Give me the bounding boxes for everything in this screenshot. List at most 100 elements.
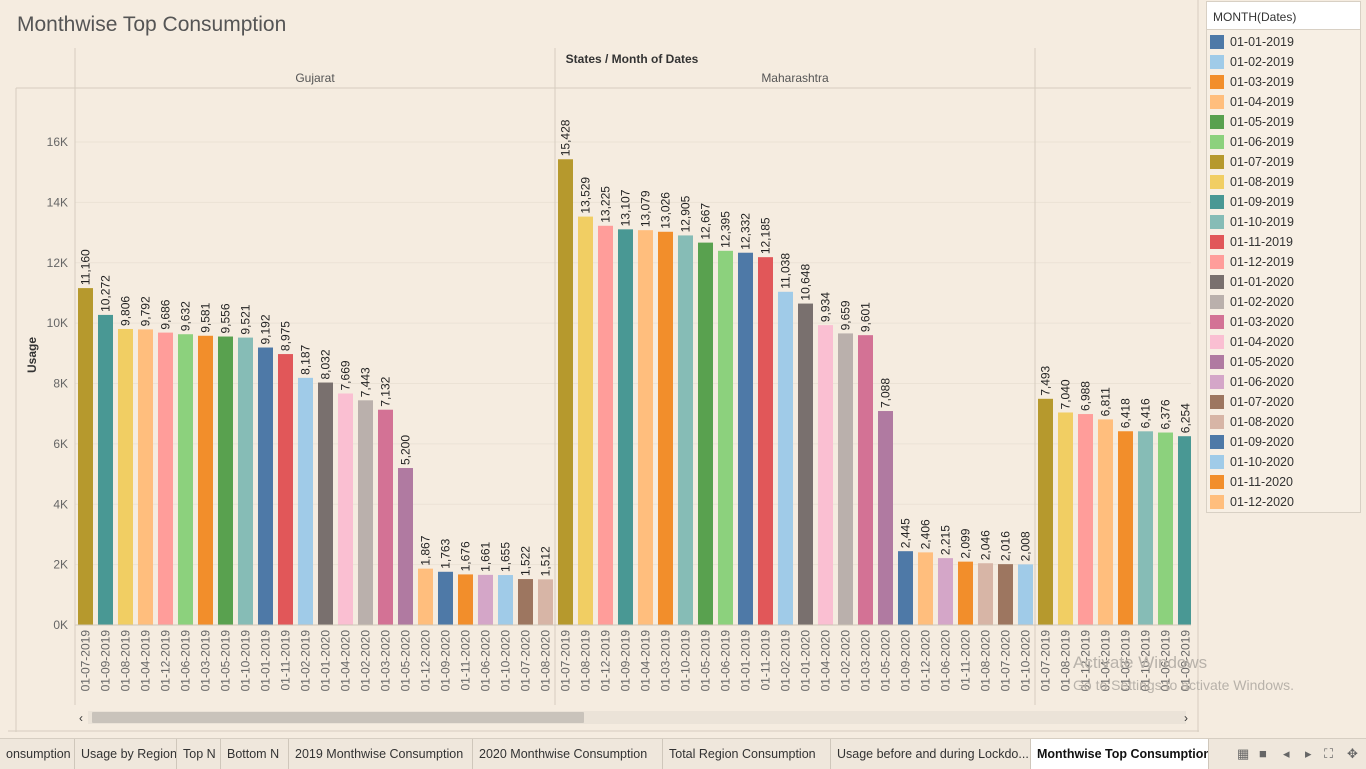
h-scrollbar-thumb[interactable] xyxy=(92,712,584,723)
sheet-tab[interactable]: onsumption xyxy=(0,739,75,769)
bar-value-label: 11,038 xyxy=(779,253,793,289)
bar-value-label: 1,655 xyxy=(499,542,513,572)
x-tick-label: 01-03-2019 xyxy=(659,630,673,692)
sheet-tab[interactable]: 2020 Monthwise Consumption xyxy=(473,739,663,769)
legend-label: 01-02-2019 xyxy=(1230,55,1294,69)
y-axis-title: Usage xyxy=(25,337,39,373)
legend-item[interactable]: 01-04-2019 xyxy=(1210,92,1294,112)
legend-item[interactable]: 01-04-2020 xyxy=(1210,332,1294,352)
legend-item[interactable]: 01-03-2019 xyxy=(1210,72,1294,92)
next-sheet-icon[interactable]: ▸ xyxy=(1305,746,1312,761)
x-tick-label: 01-01-2019 xyxy=(259,630,273,692)
legend-item[interactable]: 01-08-2019 xyxy=(1210,172,1294,192)
bar xyxy=(1078,414,1093,625)
x-tick-label: 01-10-2019 xyxy=(679,630,693,692)
bar-value-label: 9,659 xyxy=(839,300,853,330)
legend-label: 01-04-2019 xyxy=(1230,95,1294,109)
x-tick-label: 01-10-2020 xyxy=(1019,630,1033,692)
bar-value-label: 2,008 xyxy=(1019,531,1033,561)
sheet-tab[interactable]: Bottom N xyxy=(221,739,289,769)
legend-item[interactable]: 01-02-2019 xyxy=(1210,52,1294,72)
scroll-left-icon[interactable]: ‹ xyxy=(79,711,83,725)
legend-item[interactable]: 01-10-2019 xyxy=(1210,212,1294,232)
legend-item[interactable]: 01-11-2019 xyxy=(1210,232,1293,252)
bar-value-label: 12,667 xyxy=(699,203,713,240)
legend-swatch xyxy=(1210,295,1224,309)
bar-value-label: 2,445 xyxy=(899,518,913,548)
legend-item[interactable]: 01-08-2020 xyxy=(1210,412,1294,432)
panel-header-gujarat: Gujarat xyxy=(295,71,335,85)
legend[interactable]: MONTH(Dates) 01-01-2019 01-02-2019 01-03-2… xyxy=(1206,1,1361,513)
bar xyxy=(938,558,953,625)
bar-value-label: 1,763 xyxy=(439,538,453,568)
bar xyxy=(318,382,333,625)
bar xyxy=(538,579,553,625)
legend-item[interactable]: 01-05-2019 xyxy=(1210,112,1294,132)
x-tick-label: 01-12-2020 xyxy=(419,630,433,692)
x-tick-label: 01-02-2020 xyxy=(359,630,373,692)
legend-label: 01-12-2019 xyxy=(1230,255,1294,269)
legend-item[interactable]: 01-10-2020 xyxy=(1210,452,1294,472)
sheet-tab[interactable]: Top N xyxy=(177,739,221,769)
sheet-tab[interactable]: Usage before and during Lockdo... xyxy=(831,739,1031,769)
legend-item[interactable]: 01-02-2020 xyxy=(1210,292,1294,312)
legend-label: 01-07-2019 xyxy=(1230,155,1294,169)
bar xyxy=(498,575,513,625)
legend-item[interactable]: 01-07-2020 xyxy=(1210,392,1294,412)
sheet-tab[interactable]: 2019 Monthwise Consumption xyxy=(289,739,473,769)
fullscreen-icon[interactable]: ⛶ xyxy=(1324,746,1334,761)
scroll-right-icon[interactable]: › xyxy=(1184,711,1188,725)
x-tick-label: 01-06-2019 xyxy=(719,630,733,692)
bar-value-label: 12,332 xyxy=(739,213,753,250)
legend-item[interactable]: 01-06-2019 xyxy=(1210,132,1294,152)
y-tick-label: 14K xyxy=(47,195,68,209)
bar xyxy=(778,291,793,625)
x-tick-label: 01-02-2020 xyxy=(839,630,853,692)
legend-item[interactable]: 01-06-2020 xyxy=(1210,372,1294,392)
x-tick-label: 01-08-2020 xyxy=(979,630,993,692)
legend-label: 01-11-2020 xyxy=(1230,475,1294,489)
sheet-tab[interactable]: Total Region Consumption xyxy=(663,739,831,769)
sheet-tab[interactable]: Monthwise Top Consumption xyxy=(1031,739,1209,769)
legend-swatch xyxy=(1210,435,1224,449)
bar xyxy=(138,329,153,625)
first-sheet-icon[interactable]: ◂ xyxy=(1283,746,1290,761)
bar-value-label: 9,792 xyxy=(139,296,153,326)
legend-item[interactable]: 01-12-2020 xyxy=(1210,492,1294,512)
bar-value-label: 13,107 xyxy=(619,189,633,226)
bar xyxy=(858,335,873,625)
bar xyxy=(578,216,593,625)
bar xyxy=(958,561,973,625)
x-tick-label: 01-06-2020 xyxy=(939,630,953,692)
bar xyxy=(78,288,93,625)
fit-icon[interactable]: ✥ xyxy=(1347,746,1358,761)
film-strip-icon[interactable]: ▦ xyxy=(1237,746,1250,761)
legend-label: 01-10-2019 xyxy=(1230,215,1294,229)
legend-item[interactable]: 01-07-2019 xyxy=(1210,152,1294,172)
bar-value-label: 2,406 xyxy=(919,519,933,549)
legend-item[interactable]: 01-09-2020 xyxy=(1210,432,1294,452)
legend-swatch xyxy=(1210,175,1224,189)
legend-item[interactable]: 01-03-2020 xyxy=(1210,312,1294,332)
sheet-view-icon[interactable]: ■ xyxy=(1259,746,1267,761)
bar-value-label: 9,632 xyxy=(179,301,193,331)
legend-label: 01-10-2020 xyxy=(1230,455,1294,469)
legend-swatch xyxy=(1210,35,1224,49)
bar-value-label: 10,272 xyxy=(99,275,113,312)
legend-item[interactable]: 01-09-2019 xyxy=(1210,192,1294,212)
x-tick-label: 01-11-2019 xyxy=(279,630,293,691)
legend-label: 01-06-2019 xyxy=(1230,135,1294,149)
legend-label: 01-08-2020 xyxy=(1230,415,1294,429)
x-tick-label: 01-12-2019 xyxy=(159,630,173,692)
legend-item[interactable]: 01-11-2020 xyxy=(1210,472,1293,492)
legend-item[interactable]: 01-01-2019 xyxy=(1210,32,1294,52)
legend-item[interactable]: 01-12-2019 xyxy=(1210,252,1294,272)
legend-item[interactable]: 01-05-2020 xyxy=(1210,352,1294,372)
legend-item[interactable]: 01-01-2020 xyxy=(1210,272,1294,292)
sheet-tab[interactable]: Usage by Region xyxy=(75,739,177,769)
bar-value-label: 11,160 xyxy=(79,249,93,285)
bar xyxy=(1118,431,1133,625)
bar xyxy=(1158,432,1173,625)
x-tick-label: 01-04-2019 xyxy=(1099,630,1113,692)
legend-swatch xyxy=(1210,195,1224,209)
